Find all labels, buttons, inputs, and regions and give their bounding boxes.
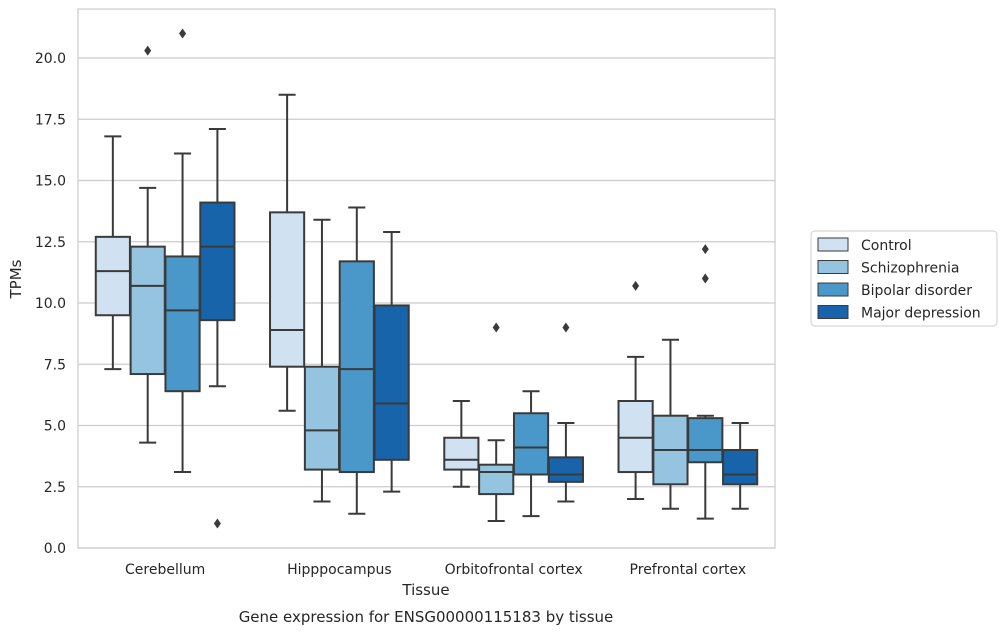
box-body <box>512 412 550 476</box>
outlier-point <box>144 45 152 56</box>
plot-area-frame <box>77 8 776 549</box>
box-body <box>303 365 341 471</box>
legend-swatch <box>817 282 849 297</box>
outlier-point <box>632 280 640 291</box>
x-tick-label: Hipppocampus <box>287 562 392 578</box>
legend-swatch <box>817 305 849 319</box>
box-body <box>129 245 166 376</box>
x-axis-ticks: Cerebellum Hipppocampus Orbitofrontal cort… <box>125 562 746 578</box>
y-tick-label: 0.0 <box>44 541 66 557</box>
x-tick-label: Cerebellum <box>125 562 205 578</box>
box-body <box>617 400 654 474</box>
box-body <box>373 304 410 461</box>
y-axis-label: TPMs <box>7 259 25 299</box>
box-major-depression <box>547 322 584 503</box>
box-bipolar-disorder <box>512 390 550 518</box>
x-axis-label: Tissue <box>401 581 449 599</box>
outlier-point <box>179 28 187 39</box>
x-tick-label: Orbitofrontal cortex <box>445 562 583 578</box>
box-body <box>199 201 236 322</box>
outlier-point <box>562 322 570 333</box>
box-schizophrenia <box>129 45 166 444</box>
box-schizophrenia <box>652 338 689 510</box>
legend: Control Schizophrenia Bipolar disorder Majo… <box>810 230 998 327</box>
legend-swatch <box>817 237 849 252</box>
legend-frame <box>810 230 998 327</box>
box-body <box>164 255 201 393</box>
box-body <box>478 463 515 496</box>
y-tick-label: 10.0 <box>35 296 66 312</box>
outlier-point <box>701 244 709 255</box>
outlier-point <box>213 518 221 529</box>
y-tick-label: 15.0 <box>35 174 66 190</box>
box-bipolar-disorder <box>338 206 375 515</box>
box-major-depression <box>199 128 236 529</box>
box-control <box>617 280 654 500</box>
legend-label: Schizophrenia <box>861 261 959 277</box>
box-major-depression <box>722 422 759 510</box>
box-major-depression <box>373 230 410 493</box>
box-body <box>338 260 375 474</box>
box-control <box>269 93 306 412</box>
y-axis-ticks: 0.0 2.5 5.0 7.5 10.0 12.5 15.0 17.5 20.0 <box>35 51 66 557</box>
outlier-point <box>492 322 500 333</box>
box-body <box>547 456 584 483</box>
y-tick-label: 20.0 <box>35 51 66 67</box>
box-bipolar-disorder <box>164 28 201 474</box>
x-tick-label: Prefrontal cortex <box>630 562 747 578</box>
y-tick-label: 12.5 <box>35 235 66 251</box>
box-schizophrenia <box>478 322 515 523</box>
box-body <box>687 417 724 464</box>
y-tick-label: 17.5 <box>35 112 66 128</box>
box-bipolar-disorder <box>687 244 724 520</box>
box-control <box>443 400 480 488</box>
box-body <box>269 211 306 368</box>
y-tick-label: 2.5 <box>44 480 66 496</box>
legend-label: Major depression <box>861 306 981 322</box>
box-schizophrenia <box>303 218 341 503</box>
chart-caption: Gene expression for ENSG00000115183 by t… <box>239 608 614 626</box>
legend-label: Bipolar disorder <box>861 283 972 299</box>
outlier-point <box>701 273 709 284</box>
box-body <box>94 235 131 317</box>
y-tick-label: 7.5 <box>44 357 66 373</box>
box-series <box>94 28 759 529</box>
box-body <box>722 449 759 486</box>
y-tick-label: 5.0 <box>44 419 66 435</box>
box-body <box>443 436 480 471</box>
legend-swatch <box>817 260 849 274</box>
legend-label: Control <box>861 238 912 254</box>
box-control <box>94 135 131 371</box>
